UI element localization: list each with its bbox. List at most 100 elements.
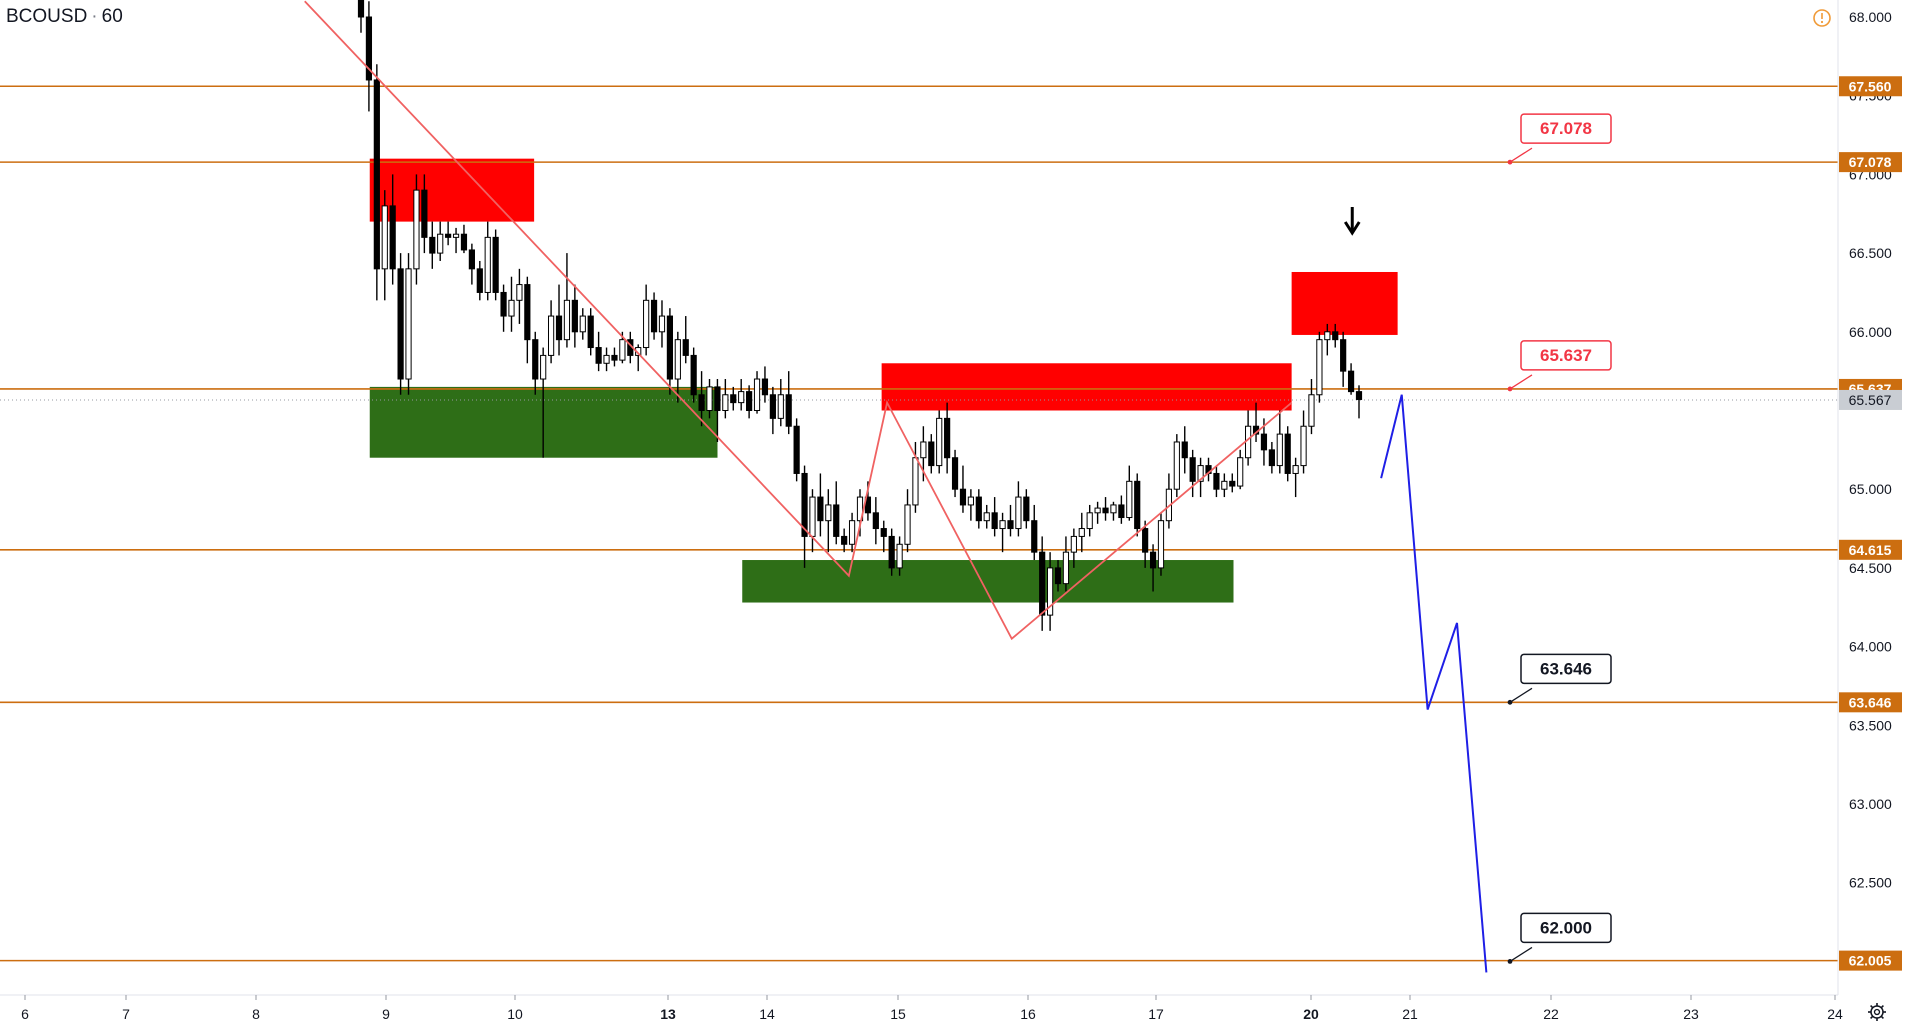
badge-bg: [1839, 692, 1902, 713]
candle: [888, 528, 895, 576]
candle: [777, 379, 784, 427]
price-callout-1: 65.637: [1507, 340, 1612, 392]
candle: [484, 221, 491, 301]
price-axis[interactable]: 68.00067.50067.00066.50066.00065.00064.5…: [1837, 0, 1902, 995]
badge-bg: [1839, 76, 1902, 97]
callout-label: 65.637: [1540, 346, 1592, 365]
candle-body: [674, 339, 681, 380]
candle: [635, 344, 642, 372]
price-callout-3: 62.000: [1507, 912, 1612, 964]
level-price-badge: 67.078: [1839, 152, 1902, 173]
badge-bg: [1839, 152, 1902, 173]
candle-body: [690, 354, 697, 396]
callout-leader: [1509, 687, 1533, 703]
callout-leader: [1509, 374, 1533, 390]
candle-body: [1292, 465, 1299, 474]
candle: [1284, 426, 1291, 482]
candle-body: [1221, 480, 1228, 490]
candle-body: [532, 339, 539, 380]
candle-body: [1300, 425, 1307, 467]
candle: [999, 512, 1006, 553]
candle-body: [381, 205, 388, 270]
candle-body: [1094, 507, 1101, 514]
level-price-badge: 63.646: [1839, 692, 1902, 713]
callout-anchor: [1507, 159, 1513, 165]
symbol-label: BCOUSD: [6, 6, 88, 27]
candle-body: [967, 496, 974, 506]
candle: [579, 308, 586, 340]
candle: [1149, 544, 1157, 592]
candle: [1023, 489, 1030, 529]
callout-box: [1520, 912, 1612, 944]
price-tick-label: 63.500: [1849, 717, 1892, 733]
time-tick-label: 10: [507, 1006, 523, 1022]
candle-body: [563, 299, 571, 341]
candle: [413, 174, 420, 285]
candle-body: [1181, 441, 1188, 459]
callout-box: [1520, 113, 1612, 144]
price-tick-label: 66.500: [1849, 245, 1892, 261]
candles-layer: [357, 0, 1363, 631]
candle-body: [603, 354, 610, 364]
chart-title: BCOUSD · 60: [6, 6, 123, 28]
candle-body: [682, 339, 689, 356]
callout-label: 63.646: [1540, 659, 1592, 678]
candle-body: [856, 496, 864, 522]
badge-label: 65.567: [1849, 392, 1892, 408]
candle: [793, 418, 800, 482]
badge-bg: [1839, 389, 1902, 410]
candle: [769, 386, 776, 435]
candle-body: [365, 16, 373, 81]
badge-label: 67.560: [1849, 78, 1892, 94]
candle: [1316, 331, 1323, 403]
level-price-badge: 62.005: [1839, 950, 1902, 971]
candle-body: [1126, 480, 1133, 519]
candle: [1181, 426, 1188, 474]
candle-body: [1142, 528, 1149, 553]
candle-body: [793, 425, 800, 474]
candle: [1173, 434, 1180, 498]
candle: [1165, 473, 1173, 529]
candle: [516, 268, 523, 324]
candle: [967, 489, 974, 521]
settings-gear-icon[interactable]: [1868, 1003, 1886, 1021]
candle-body: [524, 284, 531, 341]
badge-bg: [1839, 539, 1902, 560]
price-tick-label: 66.000: [1849, 324, 1892, 340]
candle-body: [611, 354, 618, 361]
candle: [437, 221, 444, 261]
time-axis[interactable]: 6 7 8 9 10 13 14 15 16 17 20 21 22 23 24: [0, 994, 1843, 1022]
candle: [1292, 457, 1299, 498]
candle: [547, 300, 555, 364]
candle: [928, 434, 935, 474]
candle: [817, 473, 824, 537]
time-tick-label: 14: [759, 1006, 775, 1022]
candle: [452, 227, 460, 254]
candle-body: [1229, 480, 1236, 487]
time-tick-label: 23: [1683, 1006, 1699, 1022]
candle-body: [476, 268, 483, 293]
candle-body: [848, 520, 856, 545]
candle-body: [722, 394, 729, 412]
candle: [1308, 379, 1315, 435]
candle-body: [468, 249, 475, 270]
time-tick-label: 16: [1020, 1006, 1036, 1022]
candle: [1221, 473, 1228, 498]
candle: [809, 489, 816, 553]
alert-icon[interactable]: [1813, 9, 1831, 27]
time-tick-label: 13: [660, 1006, 676, 1022]
price-callout-0: 67.078: [1507, 113, 1612, 165]
candle: [357, 0, 365, 33]
candle-body: [698, 394, 705, 412]
candle: [1094, 501, 1101, 524]
candle-body: [888, 535, 895, 569]
candle: [571, 284, 578, 348]
badge-label: 63.646: [1849, 694, 1892, 710]
candle: [983, 504, 990, 529]
candle-body: [959, 488, 967, 506]
price-callout-2: 63.646: [1507, 653, 1612, 705]
badge-label: 64.615: [1849, 542, 1892, 558]
candle-body: [492, 236, 499, 293]
candle-body: [896, 543, 903, 569]
